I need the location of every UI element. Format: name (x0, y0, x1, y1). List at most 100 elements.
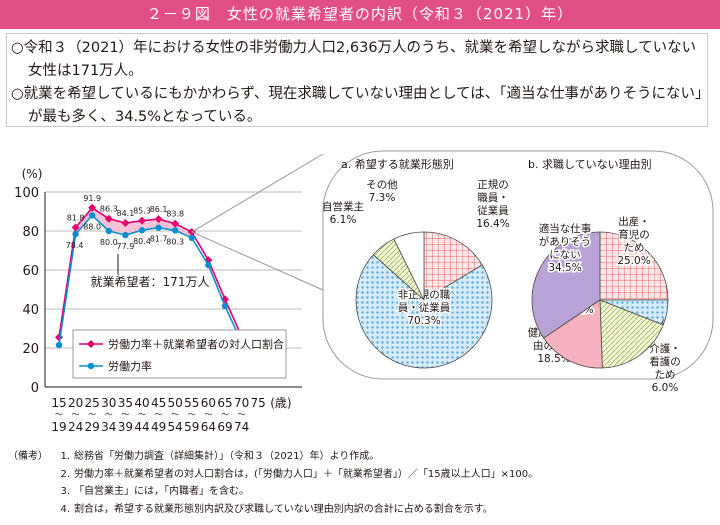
data-point (154, 215, 163, 224)
x-tick-label: 15 (51, 396, 66, 410)
x-tick-label: 35 (118, 396, 133, 410)
x-tick-label: 49 (151, 420, 166, 434)
pie-slice-value: 7.3% (369, 192, 396, 204)
x-tick-tilde: ～ (204, 410, 212, 419)
y-tick-label: 60 (22, 264, 39, 279)
notes-label: （備考） (8, 451, 48, 462)
x-tick-tilde: ～ (155, 410, 163, 419)
note-row: 4. 割合は，希望する就業形態別内訳及び求職していない理由別内訳の合計に占める割… (8, 501, 714, 519)
x-tick-label: 40 (134, 396, 149, 410)
x-tick-label: 60 (201, 396, 216, 410)
note-number: 2. (60, 468, 70, 480)
pie-slice-label: がありそう (539, 235, 592, 248)
data-label: 80.0 (100, 238, 118, 247)
pie-slice (599, 299, 664, 369)
x-tick-label: 69 (217, 420, 232, 434)
data-label: 78.4 (66, 241, 84, 250)
y-tick-label: 40 (22, 303, 39, 318)
data-point (188, 234, 195, 242)
pie-slice-label: 看護の (649, 355, 681, 368)
data-label: 81.7 (150, 235, 168, 244)
x-tick-label: 39 (118, 420, 133, 434)
x-tick-tilde: ～ (105, 410, 113, 419)
x-tick-label: 50 (168, 396, 183, 410)
x-tick-tilde: ～ (138, 410, 146, 419)
x-tick-tilde: ～ (55, 410, 63, 419)
pie-slice (599, 231, 669, 301)
y-tick-label: 20 (22, 342, 39, 357)
x-tick-label: 45 (151, 396, 166, 410)
pie-slice (543, 299, 603, 369)
gap-band (75, 207, 192, 238)
x-tick-label: 59 (184, 420, 199, 434)
x-tick-label: 64 (201, 420, 216, 434)
annotation-text: 就業希望者：171万人 (91, 274, 210, 289)
legend-box (72, 329, 287, 379)
figure-title: ２－９図 女性の就業希望者の内訳（令和３（2021）年） (0, 0, 720, 29)
x-tick-tilde: ～ (88, 410, 96, 419)
note-number: 1. (60, 451, 70, 462)
summary-line-1: ○令和３（2021）年における女性の非労働力人口2,636万人のうち、就業を希望… (11, 40, 697, 79)
pie-slice-label: ため (655, 369, 676, 381)
pie-slice-label: にない (549, 249, 581, 261)
pie-slice-label: 自営業主 (322, 200, 364, 213)
data-point (88, 203, 97, 212)
pie-slice-label: 適当な仕事 (539, 222, 592, 235)
data-point (104, 214, 113, 223)
legend-label: 労働力率＋就業希望者の対人口割合 (108, 337, 284, 351)
y-axis-label: (%) (22, 167, 43, 181)
x-tick-label: 54 (168, 420, 183, 434)
x-tick-label: 25 (85, 396, 100, 410)
x-tick-label: 30 (101, 396, 116, 410)
data-point (138, 216, 146, 225)
connector-line (191, 231, 324, 291)
x-tick-tilde: ～ (188, 410, 196, 419)
pie-slice-label: 介護・ (649, 342, 681, 355)
note-row: 3. 「自営業主」には，「内職者」を含む。 (8, 483, 714, 501)
data-label: 86.1 (150, 205, 168, 214)
x-tick-label: 44 (134, 420, 149, 434)
x-tick-label: 34 (101, 420, 116, 434)
x-tick-tilde: ～ (238, 410, 246, 419)
notes: （備考） 1. 総務省「労働力調査（詳細集計）」（令和３（2021）年）より作成… (8, 448, 714, 518)
x-tick-label: 70 (234, 396, 249, 410)
pie-slice-label: 従業員 (477, 204, 509, 217)
data-label: 81.8 (67, 213, 85, 222)
data-point (205, 261, 212, 269)
pie-title: a. 希望する就業形態別 (341, 157, 454, 171)
data-label: 83.8 (166, 210, 184, 219)
data-label: 80.4 (133, 237, 151, 246)
pie-slice-label: 職員・ (477, 192, 509, 204)
pie-slice-label: 育児の (618, 228, 650, 241)
pie-panel: a. 希望する就業形態別正規の職員・従業員16.4%非正規の職員・従業員70.3… (322, 150, 714, 394)
note-row: 2. 労働力率＋就業希望者の対人口割合は，(「労働力人口」＋「就業希望者」）／「… (8, 466, 714, 484)
data-label: 84.1 (116, 209, 134, 218)
pie-slice (531, 231, 601, 339)
note-text: 労働力率＋就業希望者の対人口割合は，(「労働力人口」＋「就業希望者」）／「15歳… (74, 468, 539, 480)
legend-label: 労働力率 (108, 359, 152, 373)
data-point (172, 227, 179, 234)
pie-slice-value: 16.4% (476, 218, 509, 230)
x-tick-label: 24 (68, 420, 83, 434)
connector-line (191, 153, 324, 233)
x-tick-tilde: ～ (121, 410, 129, 419)
pie-slice-value: 25.0% (617, 255, 650, 267)
note-text: 総務省「労働力調査（詳細集計）」（令和３（2021）年）より作成。 (74, 451, 380, 462)
legend-marker (87, 362, 95, 370)
legend-marker (87, 340, 95, 348)
pie-slice (393, 231, 425, 301)
y-tick-label: 0 (31, 381, 39, 396)
summary-box: ○令和３（2021）年における女性の非労働力人口2,636万人のうち、就業を希望… (6, 33, 708, 127)
note-number: 4. (60, 503, 70, 515)
pie-slice-label: 正規の (477, 179, 509, 191)
data-point (171, 219, 180, 228)
data-point (221, 302, 229, 310)
pie-slice (423, 231, 483, 301)
data-label: 86.3 (100, 205, 118, 214)
note-number: 3. (60, 486, 70, 497)
data-label: 80.3 (166, 237, 184, 246)
data-point (71, 223, 80, 232)
note-row: （備考） 1. 総務省「労働力調査（詳細集計）」（令和３（2021）年）より作成… (8, 448, 714, 466)
